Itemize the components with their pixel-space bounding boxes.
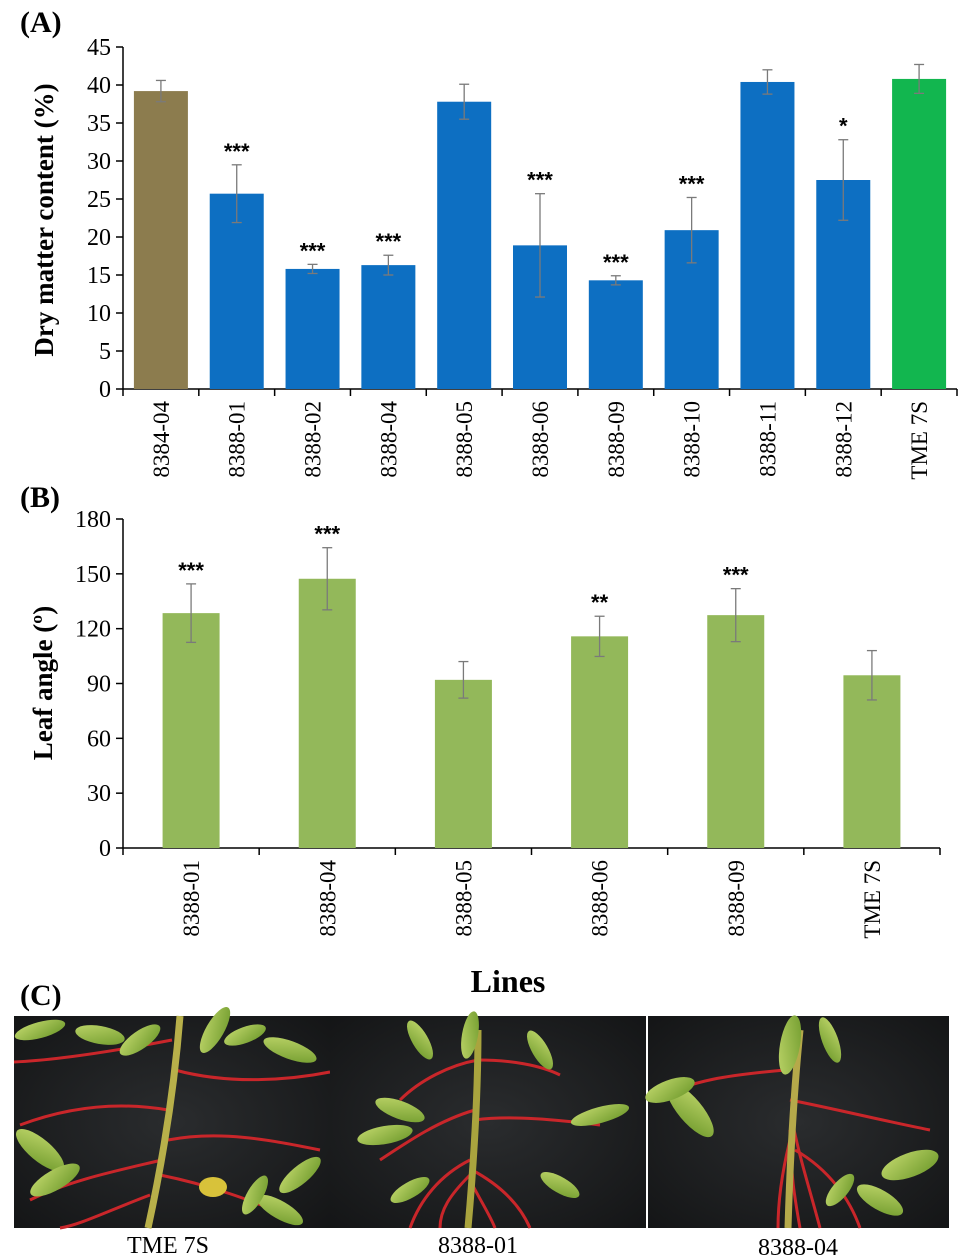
bar-8388-01 [162,613,220,848]
y-tick-label: 0 [99,836,111,862]
x-axis-title-lines: Lines [471,963,546,999]
x-tick-label: 8388-10 [680,401,705,478]
y-tick-label: 25 [87,187,111,213]
x-tick-label: 8388-04 [376,401,401,478]
panel-a-label: (A) [20,6,62,39]
significance-label: * [839,114,848,139]
panel-b-label: (B) [20,481,60,514]
significance-label: *** [679,171,705,196]
panel-c-label: (C) [20,979,62,1012]
x-tick-label: 8388-09 [604,401,629,478]
bar-8388-09 [588,280,643,389]
bar-8384-04 [133,91,188,389]
x-tick-label: 8384-04 [149,401,174,478]
y-tick-label: 180 [75,507,111,533]
caption-tme-7s: TME 7S [127,1233,209,1259]
significance-label: *** [603,250,629,275]
caption-8388-01: 8388-01 [438,1233,518,1259]
bar-tme-7s [892,78,947,390]
y-tick-label: 20 [87,225,111,251]
y-tick-label: 60 [87,726,111,752]
bar-8388-09 [707,615,765,848]
chart-b-y-axis-label: Leaf angle (º) [28,606,58,760]
y-tick-label: 35 [87,111,111,137]
y-tick-label: 150 [75,562,111,588]
photo-tme-7s [13,1007,331,1230]
y-tick-label: 120 [75,617,111,643]
y-tick-label: 45 [87,35,111,61]
y-tick-label: 30 [87,149,111,175]
y-tick-label: 5 [99,339,111,365]
caption-8388-04: 8388-04 [758,1235,838,1259]
x-tick-label: 8388-09 [724,860,749,937]
x-tick-label: 8388-12 [831,401,856,478]
x-tick-label: 8388-01 [225,401,250,478]
x-tick-label: 8388-04 [315,860,340,937]
x-tick-label: 8388-05 [452,401,477,478]
bar-8388-06 [571,636,629,848]
significance-label: *** [224,139,250,164]
bar-8388-01 [209,193,264,389]
significance-label: *** [314,522,340,547]
significance-label: *** [527,168,553,193]
y-tick-label: 15 [87,263,111,289]
y-tick-label: 0 [99,377,111,403]
x-tick-label: 8388-06 [528,401,553,478]
significance-label: *** [178,558,204,583]
x-tick-label: TME 7S [860,860,885,939]
bar-8388-04 [361,265,416,389]
y-tick-label: 10 [87,301,111,327]
chart-b-leaf-angle: 0 30 60 90 120 150 180 *** 8388-01 *** 8388-04 8388… [75,507,941,939]
y-tick-label: 40 [87,73,111,99]
photo-8388-04 [645,1015,949,1229]
significance-label: ** [591,590,609,615]
bar-8388-02 [285,268,340,389]
y-tick-label: 30 [87,781,111,807]
photo-8388-01 [330,1011,646,1229]
significance-label: *** [300,238,326,263]
significance-label: *** [376,229,402,254]
bar-8388-05 [434,679,492,848]
bar-8388-05 [437,101,492,389]
x-tick-label: 8388-01 [179,860,204,937]
chart-a-dry-matter: 0 5 10 15 20 25 30 35 40 45 8384-04 *** 8388-01 *** 83… [87,35,958,480]
bar-8388-04 [298,578,356,848]
bar-tme-7s [843,675,901,848]
bar-8388-11 [740,81,795,390]
y-tick-label: 90 [87,672,111,698]
x-tick-label: 8388-11 [755,401,780,477]
x-tick-label: 8388-02 [301,401,326,478]
x-tick-label: 8388-06 [588,860,613,937]
x-tick-label: 8388-05 [451,860,476,937]
significance-label: *** [723,563,749,588]
chart-a-y-axis-label: Dry matter content (%) [29,83,59,356]
x-tick-label: TME 7S [907,401,932,480]
